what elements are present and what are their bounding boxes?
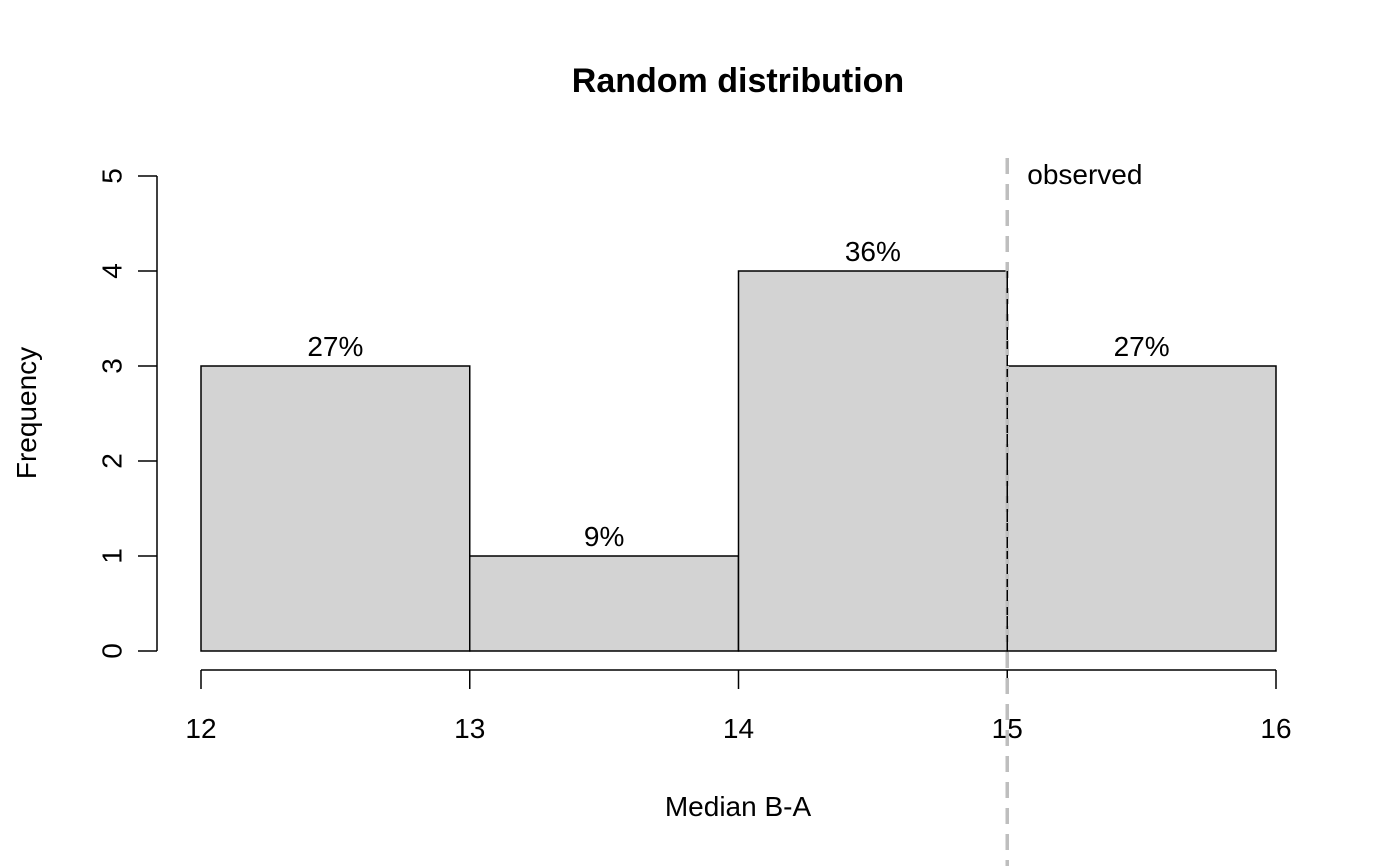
y-tick-label-1: 1 <box>97 548 128 564</box>
histogram-bar-1 <box>469 555 740 652</box>
x-axis: 12 13 14 15 16 <box>185 669 1292 744</box>
histogram-bar-2 <box>737 270 1008 652</box>
x-tick-label-1: 13 <box>454 713 485 744</box>
y-tick-label-4: 4 <box>97 263 128 279</box>
histogram-bar-3 <box>1006 365 1277 652</box>
bar-label-2: 36% <box>845 236 901 267</box>
y-tick-label-5: 5 <box>97 168 128 184</box>
y-tick-label-0: 0 <box>97 643 128 659</box>
bar-label-3: 27% <box>1114 331 1170 362</box>
bar-label-1: 9% <box>584 521 624 552</box>
y-tick-label-3: 3 <box>97 358 128 374</box>
bar-labels-layer: 27% 9% 36% 27% <box>307 236 1169 552</box>
x-tick-label-0: 12 <box>185 713 216 744</box>
bar-label-0: 27% <box>307 331 363 362</box>
observed-layer: observed <box>1005 158 1142 866</box>
chart-title: Random distribution <box>572 62 904 100</box>
y-axis: 0 1 2 3 4 5 <box>97 168 158 659</box>
x-tick-label-2: 14 <box>723 713 754 744</box>
x-axis-label: Median B-A <box>665 791 812 822</box>
observed-label: observed <box>1027 159 1142 190</box>
x-tick-label-4: 16 <box>1260 713 1291 744</box>
histogram-bar-0 <box>200 365 471 652</box>
y-axis-label: Frequency <box>11 347 42 479</box>
bars-layer <box>200 270 1277 652</box>
y-tick-label-2: 2 <box>97 453 128 469</box>
